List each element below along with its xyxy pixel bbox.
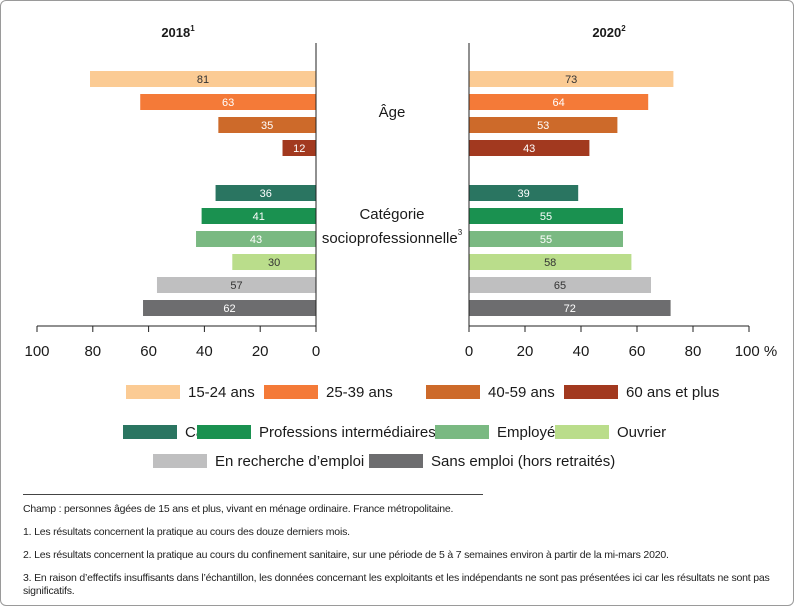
note: 3. En raison d’effectifs insuffisants da…	[23, 572, 770, 597]
x-tick-label: 80	[685, 343, 702, 360]
note: Champ : personnes âgées de 15 ans et plu…	[23, 503, 454, 515]
bar-label: 43	[523, 143, 535, 155]
legend-label: 40-59 ans	[488, 384, 555, 401]
bar-label: 41	[253, 211, 265, 223]
bar	[90, 71, 316, 87]
legend-swatch	[555, 425, 609, 439]
x-tick-label: 20	[517, 343, 534, 360]
bar	[469, 231, 623, 247]
legend-swatch	[126, 385, 180, 399]
group-label: Âge	[379, 104, 406, 121]
x-tick-label: 20	[252, 343, 269, 360]
legend-swatch	[426, 385, 480, 399]
legend-label: Employé	[497, 424, 555, 441]
legend-label: 25-39 ans	[326, 384, 393, 401]
note: 1. Les résultats concernent la pratique …	[23, 526, 350, 538]
bar-label: 53	[537, 120, 549, 132]
bar-label: 73	[565, 74, 577, 86]
bar-label: 58	[544, 257, 556, 269]
bar-label: 57	[230, 280, 242, 292]
bar	[196, 231, 316, 247]
group-label: Catégorie	[359, 206, 424, 223]
x-tick-label: 0	[312, 343, 320, 360]
bar-label: 43	[250, 234, 262, 246]
bar-label: 35	[261, 120, 273, 132]
legend-label: En recherche d’emploi	[215, 453, 364, 470]
x-tick-label: 60	[140, 343, 157, 360]
bar	[156, 277, 316, 293]
legend-swatch	[197, 425, 251, 439]
bar-label: 39	[517, 188, 529, 200]
x-tick-label: 40	[573, 343, 590, 360]
legend-swatch	[435, 425, 489, 439]
bar	[469, 254, 632, 270]
legend-label: Professions intermédiaires	[259, 424, 436, 441]
group-label-text: Âge	[379, 104, 406, 121]
bar-label: 65	[554, 280, 566, 292]
legend-swatch	[369, 454, 423, 468]
bar-label: 12	[293, 143, 305, 155]
bar-label: 81	[197, 74, 209, 86]
bar-label: 63	[222, 97, 234, 109]
notes: Champ : personnes âgées de 15 ans et plu…	[23, 495, 775, 598]
group-label: socioprofessionnelle3	[322, 228, 463, 247]
legend-label: 15-24 ans	[188, 384, 255, 401]
bar	[140, 94, 316, 110]
legend-swatch	[564, 385, 618, 399]
bar-label: 72	[564, 303, 576, 315]
bar-label: 64	[552, 97, 564, 109]
panel-title-text: 2020	[592, 25, 621, 40]
legend-swatch	[153, 454, 207, 468]
notes-rule	[23, 494, 483, 495]
bar	[469, 71, 674, 87]
panel-title-text: 2018	[161, 25, 190, 40]
group-label-text: Catégorie	[359, 206, 424, 223]
legend-label: Ouvrier	[617, 424, 666, 441]
chart: 2018181633512364143305762020406080100202…	[24, 24, 778, 470]
bar	[215, 185, 316, 201]
bar	[218, 117, 316, 133]
x-tick-label: 100	[24, 343, 49, 360]
bar	[232, 254, 316, 270]
group-label-text: socioprofessionnelle	[322, 230, 458, 247]
note-ref: 1	[190, 24, 195, 33]
bar	[143, 300, 316, 316]
panel-title: 20202	[592, 24, 626, 40]
panel-title: 20181	[161, 24, 195, 40]
x-tick-label: 40	[196, 343, 213, 360]
bar	[469, 300, 671, 316]
note: 2. Les résultats concernent la pratique …	[23, 549, 669, 561]
note-ref: 3	[458, 228, 463, 237]
legend-label: Sans emploi (hors retraités)	[431, 453, 615, 470]
bar-label: 62	[223, 303, 235, 315]
bar	[469, 117, 618, 133]
legend-label: 60 ans et plus	[626, 384, 719, 401]
note-ref: 2	[621, 24, 626, 33]
bar-label: 55	[540, 211, 552, 223]
bar	[469, 140, 590, 156]
legend-swatch	[264, 385, 318, 399]
x-tick-label: 100 %	[735, 343, 778, 360]
bar	[282, 140, 316, 156]
bar-label: 36	[260, 188, 272, 200]
bar	[201, 208, 316, 224]
bar	[469, 94, 649, 110]
bar-label: 55	[540, 234, 552, 246]
bar	[469, 277, 651, 293]
legend-swatch	[123, 425, 177, 439]
bar-label: 30	[268, 257, 280, 269]
x-tick-label: 0	[465, 343, 473, 360]
bar	[469, 208, 623, 224]
x-tick-label: 80	[84, 343, 101, 360]
bar	[469, 185, 579, 201]
x-tick-label: 60	[629, 343, 646, 360]
